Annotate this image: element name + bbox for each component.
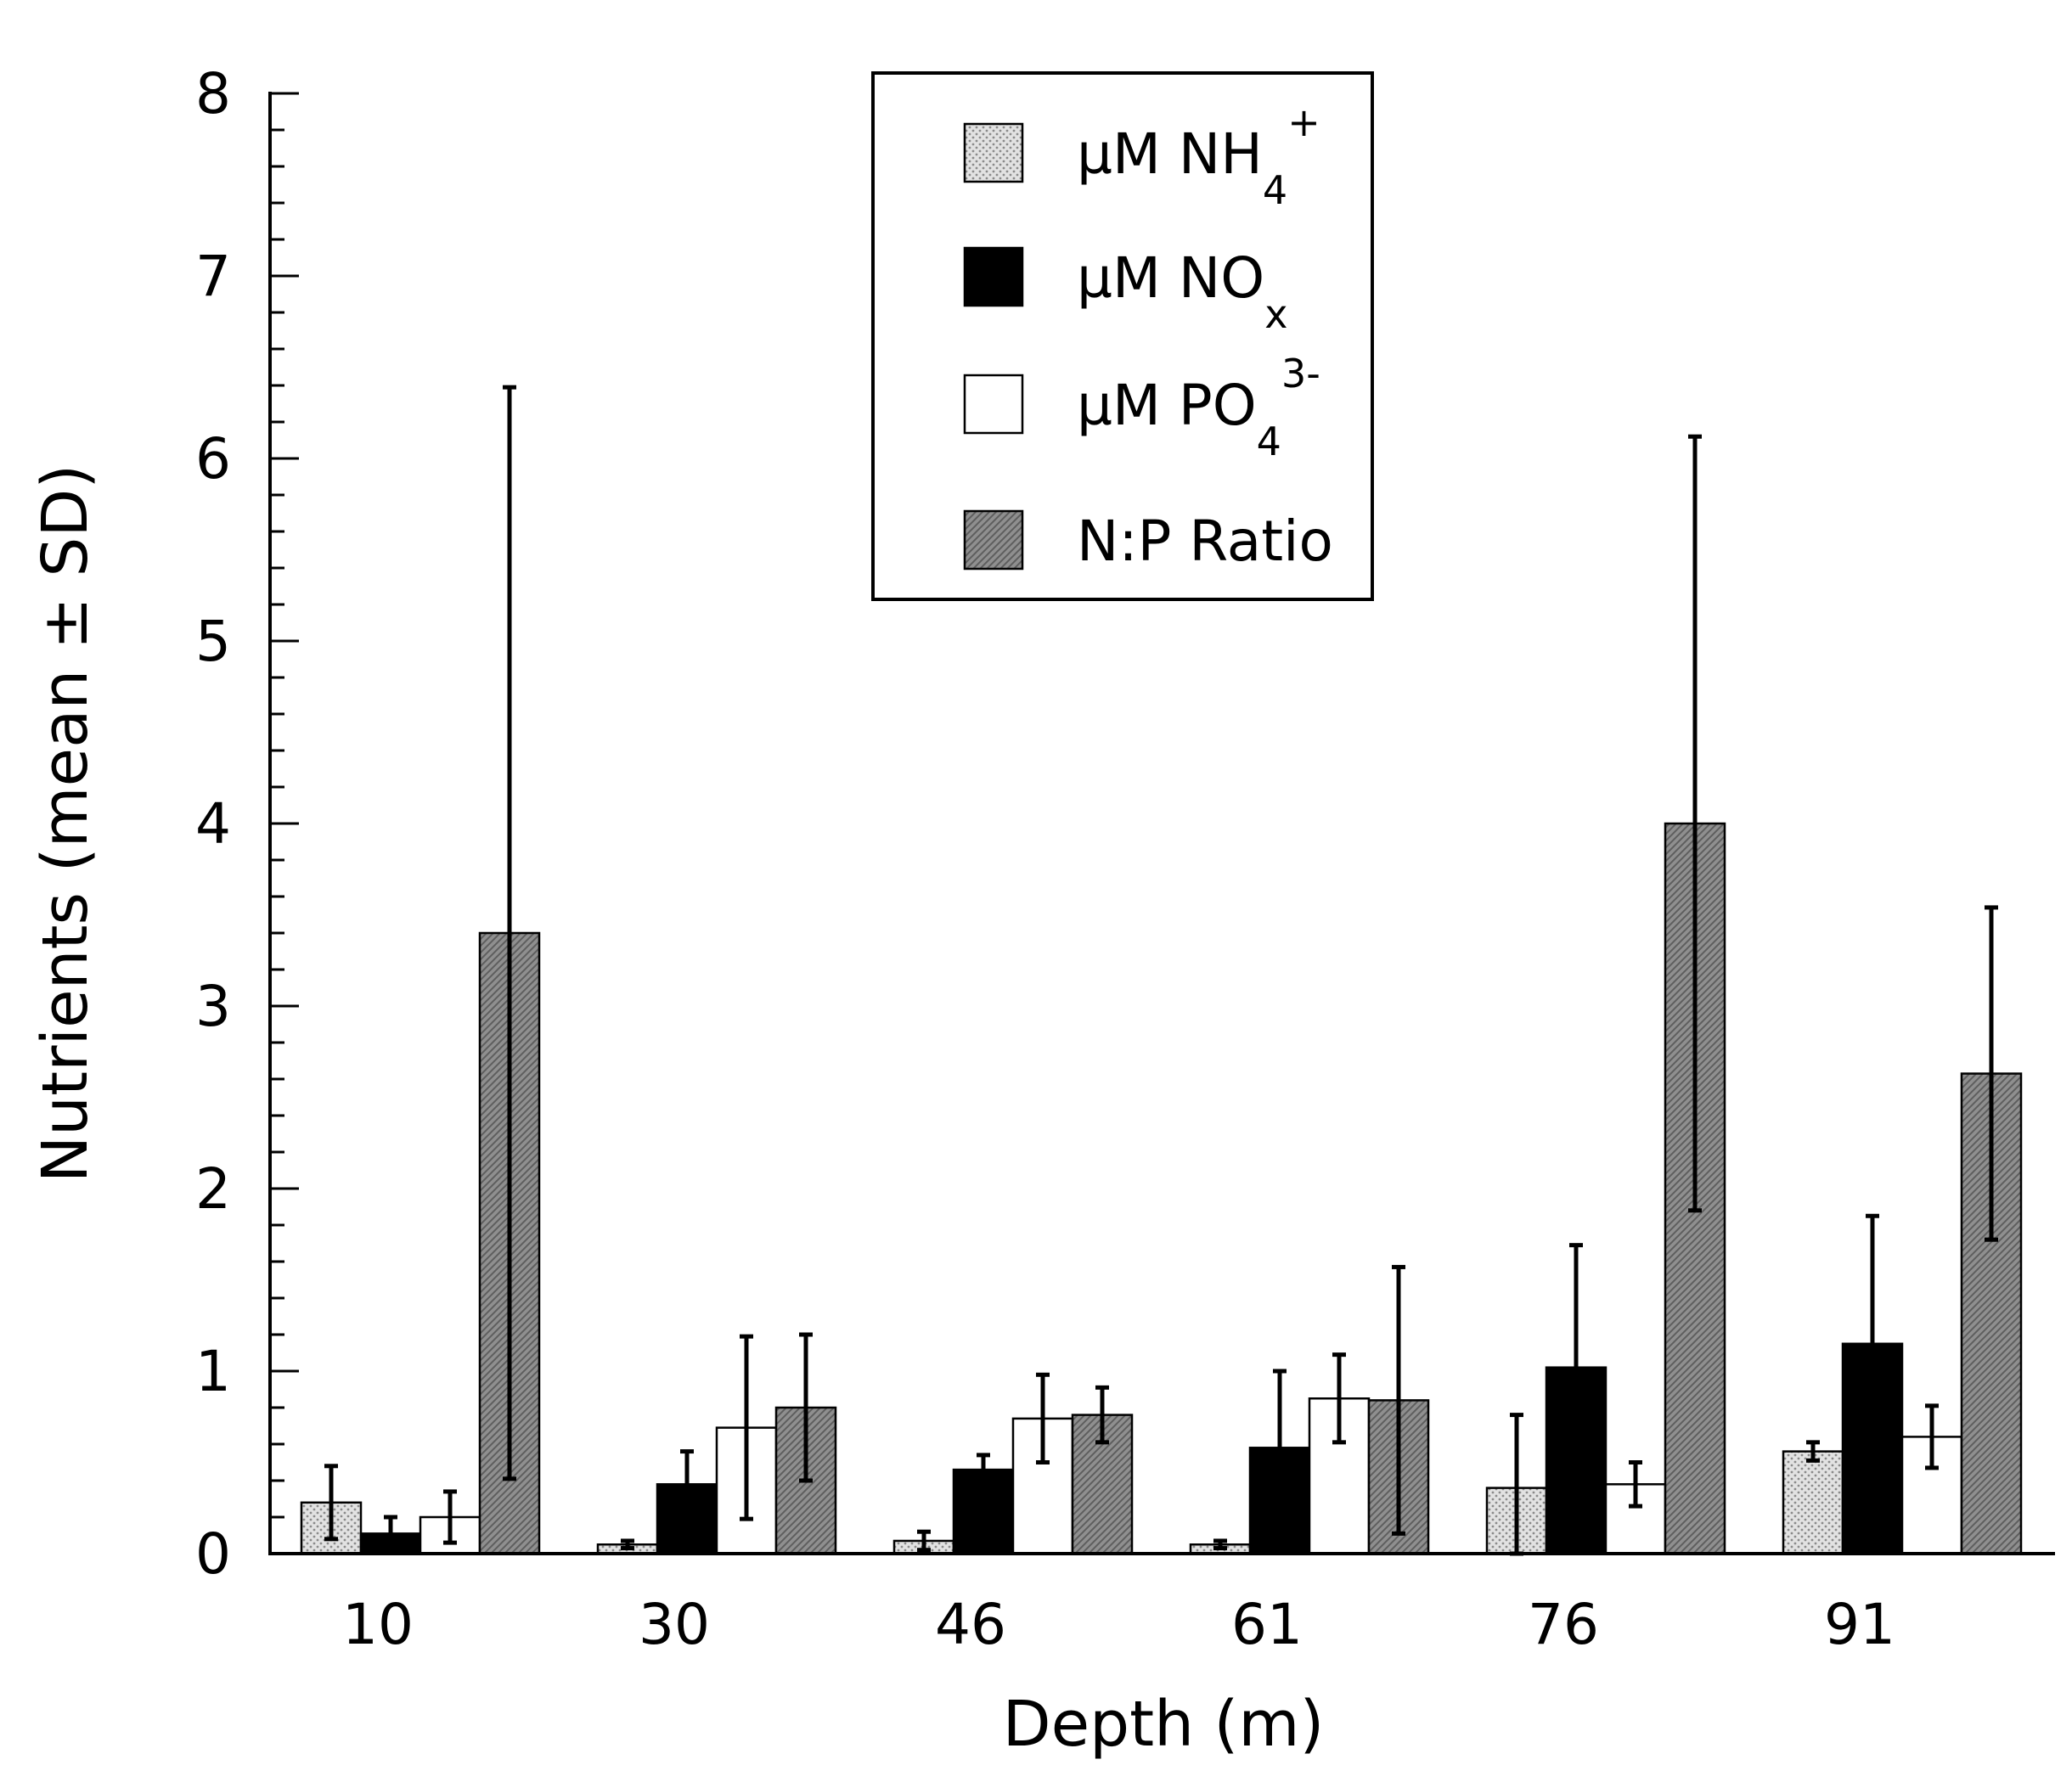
error-bar-3-depth-30 [799,1332,813,1483]
error-bar-0-depth-10 [324,1464,338,1542]
legend-swatch [963,246,1024,307]
error-bar-1-depth-10 [384,1515,397,1553]
legend-label: µM NOx [1077,245,1287,337]
x-ticks-layer: 10 30 46 61 76 91 [342,1592,1895,1657]
x-tick-label: 30 [639,1592,710,1657]
error-bar-2-depth-10 [443,1489,457,1545]
legend-swatch [963,509,1024,571]
y-tick-label: 6 [195,426,231,492]
x-tick-label: 91 [1824,1592,1895,1657]
error-bar-1-depth-91 [1866,1213,1879,1474]
y-tick-label: 2 [195,1156,231,1222]
legend-swatch [963,374,1024,435]
bars-layer [300,822,2023,1555]
legend-item-1: µM NOx [963,245,1287,337]
error-bar-1-depth-76 [1569,1243,1583,1492]
y-axis-title: Nutrients (mean ± SD) [29,464,102,1183]
error-bar-0-depth-30 [621,1538,634,1551]
x-tick-label: 46 [935,1592,1006,1657]
x-tick-label: 76 [1528,1592,1599,1657]
bar-0-depth-91 [1782,1450,1844,1555]
error-bar-2-depth-76 [1629,1460,1642,1509]
y-tick-label: 3 [195,974,231,1039]
error-bar-2-depth-30 [740,1334,753,1521]
error-bar-0-depth-91 [1806,1440,1820,1463]
error-bar-0-depth-46 [917,1529,931,1553]
error-bar-2-depth-46 [1036,1372,1050,1464]
x-tick-label: 61 [1231,1592,1303,1657]
legend-label: µM NH4+ [1077,99,1320,213]
y-tick-label: 5 [195,609,231,674]
legend-items: µM NH4+ µM NOx µM PO43- N:P Ratio [963,99,1333,574]
error-bar-3-depth-76 [1688,434,1702,1213]
error-bar-2-depth-61 [1332,1352,1346,1445]
y-tick-label: 8 [195,61,231,126]
legend-label: N:P Ratio [1077,509,1333,574]
error-bar-3-depth-46 [1095,1385,1109,1445]
x-tick-label: 10 [342,1592,414,1657]
legend-swatch [963,122,1024,183]
error-bar-3-depth-61 [1392,1264,1405,1536]
x-axis-title: Depth (m) [1003,1688,1325,1761]
legend-item-0: µM NH4+ [963,99,1320,213]
y-tick-label: 1 [195,1339,231,1404]
error-bar-1-depth-30 [680,1449,694,1520]
error-bar-3-depth-91 [1985,905,1998,1242]
y-tick-label: 0 [195,1521,231,1587]
error-bar-3-depth-10 [503,385,516,1481]
error-bar-1-depth-61 [1273,1369,1287,1527]
legend-frame [871,71,1374,601]
legend-label: µM PO43- [1077,351,1320,464]
error-bar-0-depth-61 [1213,1538,1227,1551]
y-tick-label: 4 [195,791,231,857]
y-ticks-layer: 0 1 2 3 4 5 6 7 8 [195,61,299,1587]
error-bar-1-depth-46 [977,1453,990,1487]
y-tick-label: 7 [195,244,231,309]
error-bars-layer [324,385,1998,1556]
error-bar-2-depth-91 [1925,1403,1939,1470]
legend-item-3: N:P Ratio [963,509,1333,574]
legend-item-2: µM PO43- [963,351,1320,464]
legend: µM NH4+ µM NOx µM PO43- N:P Ratio [871,71,1374,601]
